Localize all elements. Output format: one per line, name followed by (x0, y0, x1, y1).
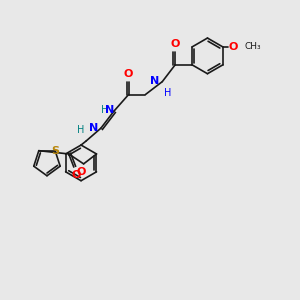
Text: CH₃: CH₃ (245, 43, 261, 52)
Text: N: N (106, 105, 115, 116)
Text: H: H (101, 105, 109, 116)
Text: O: O (124, 69, 133, 79)
Text: N: N (88, 123, 98, 133)
Text: H: H (77, 125, 85, 135)
Text: O: O (170, 39, 180, 49)
Text: S: S (51, 146, 59, 156)
Text: O: O (77, 167, 86, 177)
Text: H: H (164, 88, 171, 98)
Text: O: O (71, 170, 80, 180)
Text: O: O (229, 42, 238, 52)
Text: N: N (150, 76, 159, 85)
